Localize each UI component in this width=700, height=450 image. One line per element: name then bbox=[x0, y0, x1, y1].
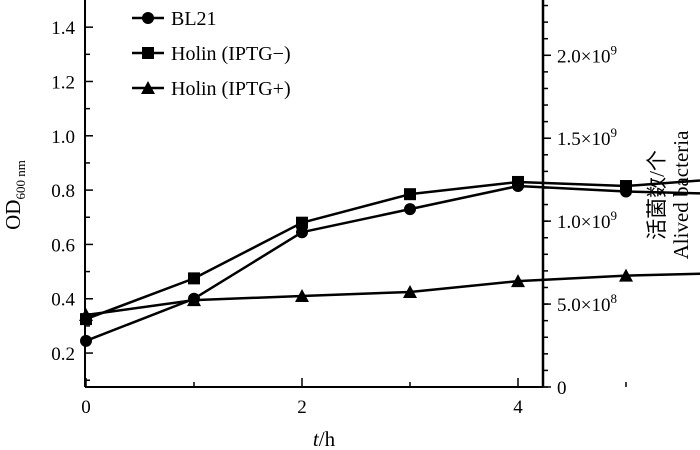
series-layer bbox=[79, 175, 700, 347]
y2-tick-label: 1.0×109 bbox=[557, 208, 617, 233]
x-tick-label: 2 bbox=[297, 397, 307, 418]
data-point bbox=[188, 272, 200, 285]
data-point bbox=[512, 175, 524, 188]
y2-axis-label-en: Alived bacteria bbox=[669, 130, 693, 260]
data-point bbox=[296, 226, 308, 239]
legend-item: Holin (IPTG+) bbox=[132, 78, 291, 100]
legend-label: Holin (IPTG−) bbox=[171, 43, 291, 65]
y-tick-label: 1.2 bbox=[51, 72, 75, 93]
legend-item: BL21 bbox=[132, 8, 217, 30]
legend: BL21 Holin (IPTG−) Holin (IPTG+) bbox=[132, 8, 291, 100]
legend-item: Holin (IPTG−) bbox=[132, 43, 291, 65]
data-point bbox=[619, 268, 633, 282]
series-circle bbox=[80, 180, 700, 347]
y-tick-label: 0.8 bbox=[51, 181, 75, 202]
x-tick-label: 0 bbox=[81, 397, 91, 418]
data-point bbox=[404, 188, 416, 201]
legend-marker bbox=[142, 47, 154, 59]
legend-marker bbox=[141, 81, 155, 94]
data-point bbox=[79, 308, 93, 322]
data-point bbox=[403, 284, 417, 298]
data-point bbox=[80, 334, 92, 347]
legend-label: Holin (IPTG+) bbox=[171, 78, 291, 100]
legend-marker bbox=[142, 12, 154, 24]
y2-tick-label: 1.5×109 bbox=[557, 125, 617, 150]
y-axis-label: OD600 nm bbox=[1, 160, 28, 230]
y-tick-label: 0.4 bbox=[51, 290, 75, 311]
y2-axis-label-cn: 活菌数/个 bbox=[645, 150, 669, 240]
data-point bbox=[296, 216, 308, 229]
x-axis-label: t/h bbox=[313, 427, 336, 450]
data-point bbox=[511, 274, 525, 288]
data-point bbox=[295, 289, 309, 303]
y-tick-label: 0.6 bbox=[51, 235, 75, 256]
y2-tick-label: 5.0×108 bbox=[557, 291, 617, 316]
y-tick-label: 0.2 bbox=[51, 344, 75, 365]
y-tick-label: 1.0 bbox=[51, 127, 75, 148]
y2-tick-label: 0 bbox=[557, 378, 567, 399]
data-point bbox=[404, 203, 416, 216]
data-point bbox=[187, 293, 201, 307]
x-tick-label: 4 bbox=[513, 397, 523, 418]
data-point bbox=[620, 180, 632, 193]
series-triangle bbox=[79, 268, 700, 322]
y-tick-label: 1.4 bbox=[51, 18, 75, 39]
legend-label: BL21 bbox=[171, 8, 217, 30]
y2-tick-label: 2.0×109 bbox=[557, 42, 617, 67]
